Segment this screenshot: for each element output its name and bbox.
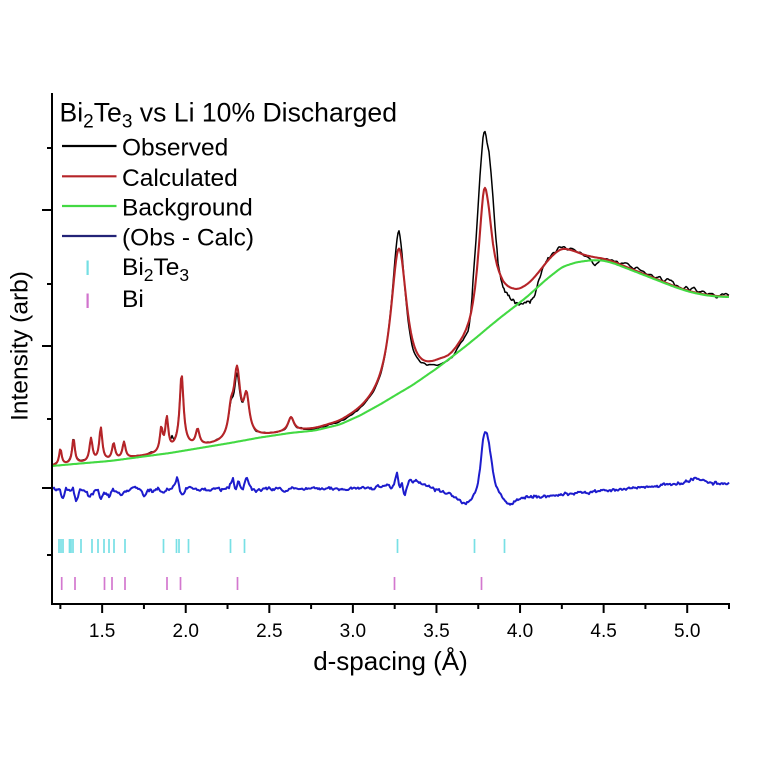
svg-text:2.5: 2.5 — [256, 621, 282, 642]
svg-text:(Obs - Calc): (Obs - Calc) — [122, 225, 254, 252]
svg-text:4.5: 4.5 — [590, 621, 616, 642]
svg-text:2.0: 2.0 — [173, 621, 199, 642]
svg-text:Calculated: Calculated — [122, 165, 238, 192]
svg-text:5.0: 5.0 — [674, 621, 700, 642]
svg-text:1.5: 1.5 — [89, 621, 115, 642]
svg-text:Observed: Observed — [122, 135, 228, 162]
svg-text:Background: Background — [122, 195, 253, 222]
svg-text:4.0: 4.0 — [507, 621, 533, 642]
svg-text:Bi2Te3: Bi2Te3 — [122, 254, 189, 285]
svg-text:3.0: 3.0 — [340, 621, 366, 642]
svg-text:3.5: 3.5 — [423, 621, 449, 642]
svg-text:Intensity (arb): Intensity (arb) — [7, 271, 34, 421]
svg-text:Bi2Te3 vs Li 10% Discharged: Bi2Te3 vs Li 10% Discharged — [60, 98, 398, 133]
svg-text:Bi: Bi — [122, 286, 144, 313]
svg-text:d-spacing (Å): d-spacing (Å) — [313, 646, 468, 676]
